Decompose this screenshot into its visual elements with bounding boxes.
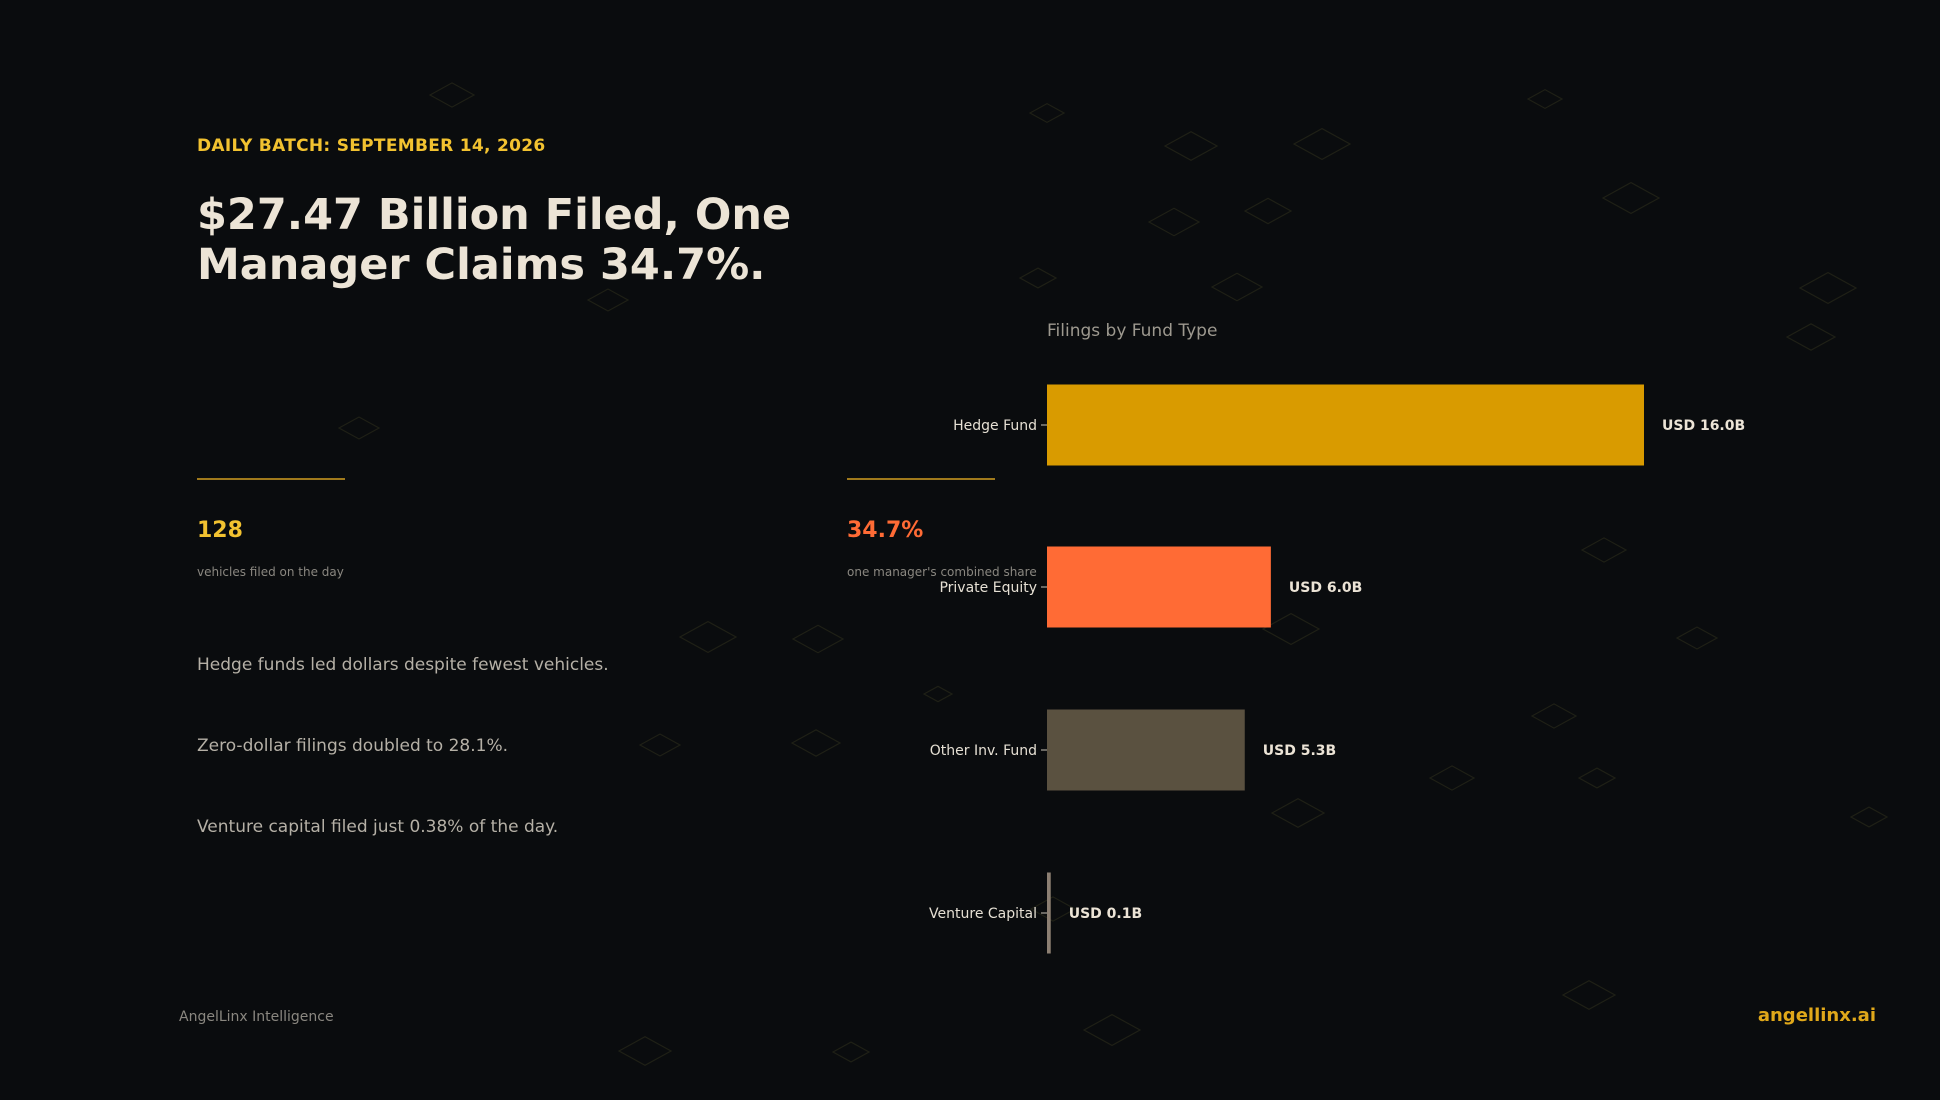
chart-title: Filings by Fund Type (1047, 321, 1217, 341)
bar-hedge-fund (1047, 384, 1644, 466)
insight-bullet-3: Venture capital filed just 0.38% of the … (197, 817, 559, 837)
category-label: Other Inv. Fund (930, 743, 1037, 759)
category-label: Private Equity (939, 580, 1037, 596)
bar-private-equity (1047, 546, 1271, 628)
value-label: USD 5.3B (1263, 743, 1336, 759)
value-label: USD 6.0B (1289, 580, 1362, 596)
stat-manager-share: 34.7% (847, 518, 924, 543)
value-label: USD 0.1B (1069, 906, 1142, 922)
bar-venture-capital (1047, 872, 1051, 954)
category-label: Venture Capital (929, 906, 1037, 922)
insight-bullet-1: Hedge funds led dollars despite fewest v… (197, 655, 609, 675)
footer-brand: AngelLinx Intelligence (179, 1009, 334, 1025)
stat-vehicles-count: 128 (197, 518, 243, 543)
page-headline: $27.47 Billion Filed, One Manager Claims… (197, 190, 792, 290)
stat-manager-share-caption: one manager's combined share (847, 565, 1037, 579)
stat-divider-1 (197, 478, 345, 480)
category-label: Hedge Fund (953, 418, 1037, 434)
stat-divider-2 (847, 478, 995, 480)
value-label: USD 16.0B (1662, 418, 1745, 434)
stat-vehicles-caption: vehicles filed on the day (197, 565, 344, 579)
footer-site-link[interactable]: angellinx.ai (1757, 1005, 1876, 1026)
insight-bullet-2: Zero-dollar filings doubled to 28.1%. (197, 736, 509, 756)
batch-date-eyebrow: DAILY BATCH: SEPTEMBER 14, 2026 (197, 136, 546, 156)
bar-other-inv-fund (1047, 709, 1245, 791)
